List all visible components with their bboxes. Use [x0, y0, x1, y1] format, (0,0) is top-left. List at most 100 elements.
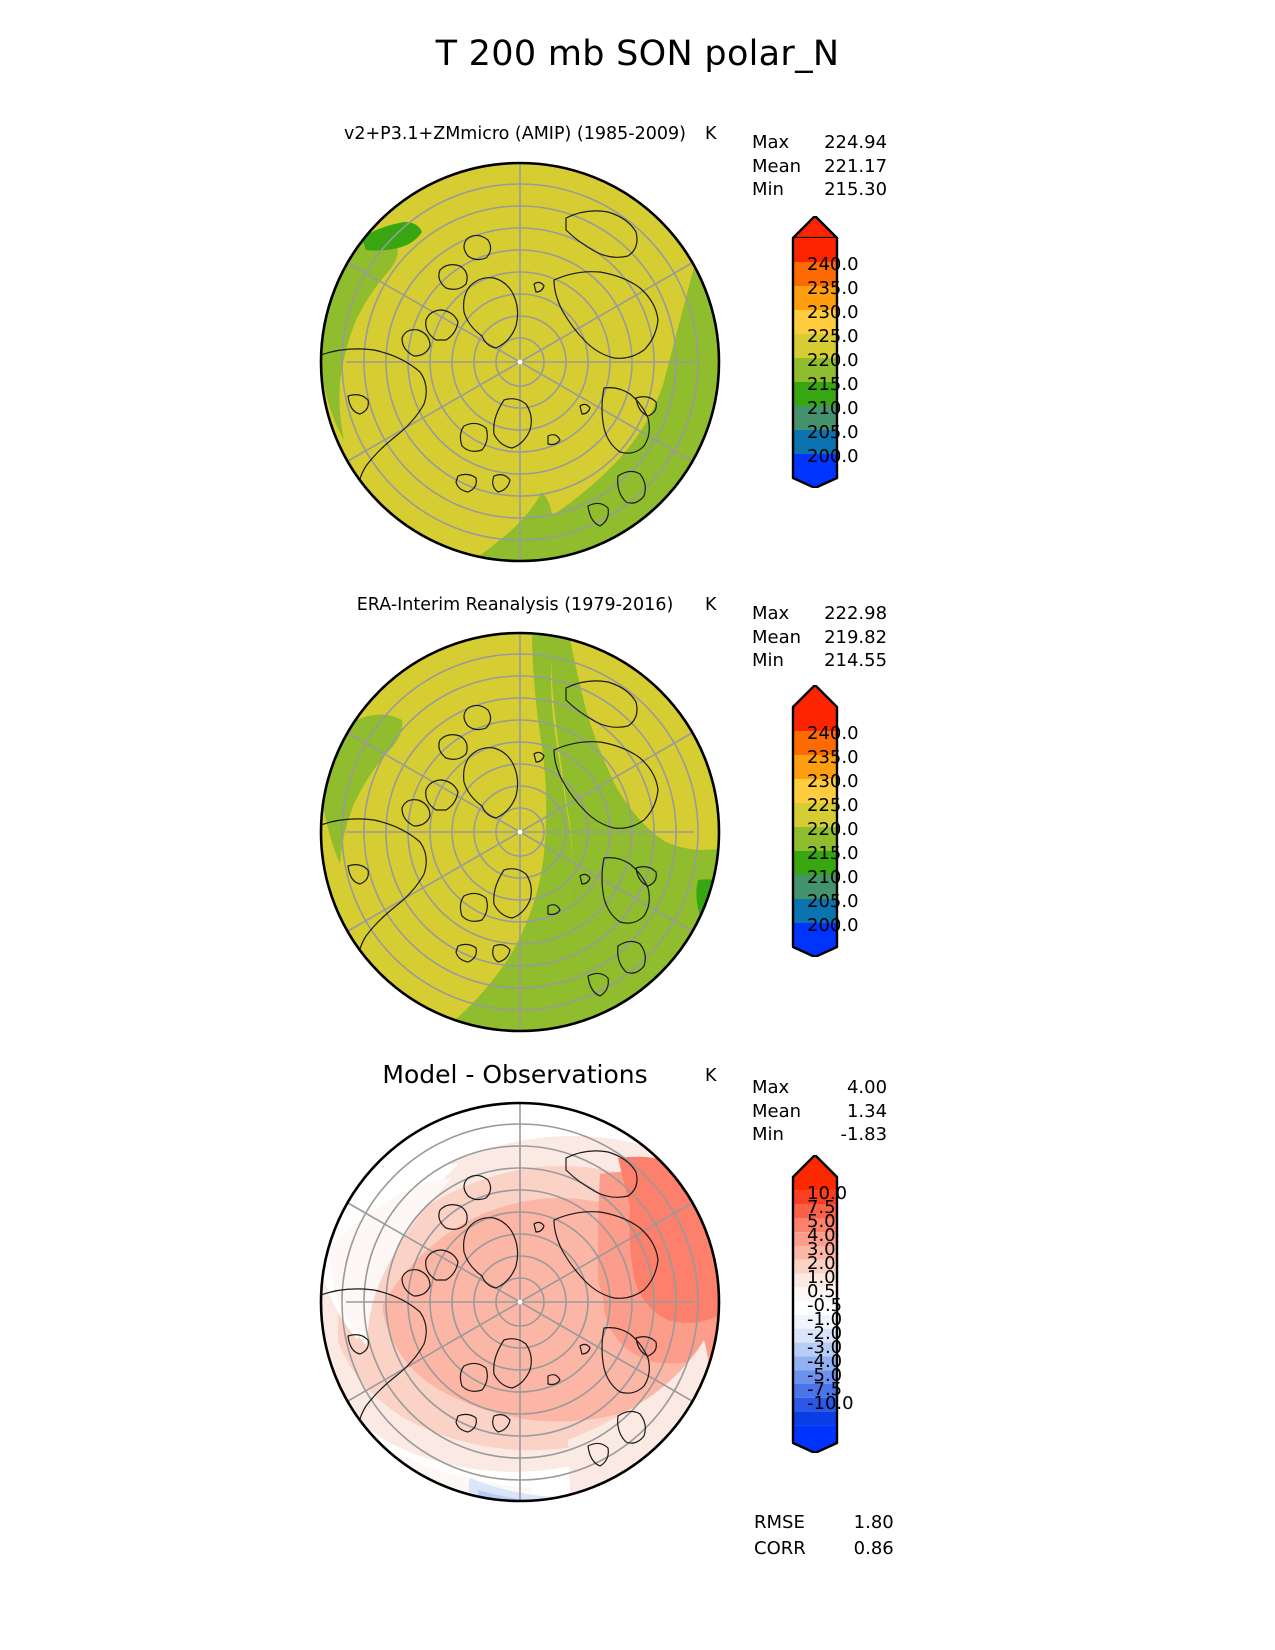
footer-stat-value: 1.80	[853, 1512, 894, 1533]
coastlines-model	[321, 210, 659, 527]
stat-label: Max	[752, 603, 790, 624]
colorbar-tick: 240.0	[807, 254, 859, 275]
stat-label: Max	[752, 1077, 790, 1098]
polar-map-svg-observations	[319, 631, 721, 1033]
colorbar-tick: 210.0	[807, 398, 859, 419]
colorbar-tick-labels-observations: 240.0 235.0 230.0 225.0 220.0 215.0 210.…	[807, 685, 917, 957]
footer-stat-value: 0.86	[853, 1537, 894, 1559]
stats-block-difference: Max 4.00 Mean 1.34 Min -1.83	[752, 1076, 887, 1147]
colorbar-tick: 235.0	[807, 747, 859, 768]
colorbar-difference[interactable]: 10.0 7.5 5.0 4.0 3.0 2.0 1.0 0.5 -0.5 -1…	[745, 1155, 854, 1453]
panel-title-model: v2+P3.1+ZMmicro (AMIP) (1985-2009)	[344, 124, 686, 144]
stats-block-observations: Max 222.98 Mean 219.82 Min 214.55	[752, 602, 887, 673]
colorbar-tick: 205.0	[807, 891, 859, 912]
footer-stat-label: CORR	[754, 1537, 806, 1559]
colorbar-tick: 205.0	[807, 422, 859, 443]
polar-map-model	[318, 160, 722, 564]
stat-value: 1.34	[846, 1100, 888, 1122]
stat-label: Max	[752, 132, 790, 153]
colorbar-tick: 7.5	[807, 1197, 836, 1218]
panel-title-observations: ERA-Interim Reanalysis (1979-2016)	[356, 595, 674, 615]
pole-marker-difference	[517, 1299, 523, 1305]
units-label-model: K	[705, 124, 717, 144]
colorbar-tick: 235.0	[807, 278, 859, 299]
colorbar-tick: 1.0	[807, 1267, 836, 1288]
colorbar-tick: 200.0	[807, 446, 859, 467]
colorbar-tick: 0.5	[807, 1281, 836, 1302]
colorbar-tick: 230.0	[807, 771, 859, 792]
units-label-difference: K	[705, 1066, 717, 1086]
footer-stat-label: RMSE	[754, 1512, 805, 1533]
colorbar-tick: -10.0	[807, 1393, 854, 1414]
colorbar-tick: 4.0	[807, 1225, 836, 1246]
colorbar-tick: 215.0	[807, 374, 859, 395]
stat-row: Max 222.98	[752, 602, 887, 626]
graticule-model	[341, 163, 699, 561]
colorbar-tick: 210.0	[807, 867, 859, 888]
footer-stat-row: CORR 0.86	[754, 1537, 894, 1561]
polar-map-difference	[318, 1100, 722, 1504]
stat-row: Mean 1.34	[752, 1100, 887, 1124]
colorbar-observations[interactable]: 240.0 235.0 230.0 225.0 220.0 215.0 210.…	[745, 685, 859, 957]
polar-map-observations	[318, 630, 722, 1034]
stat-value: 219.82	[824, 626, 888, 648]
stat-label: Min	[752, 179, 784, 200]
colorbar-tick: -7.5	[807, 1379, 843, 1400]
stats-block-model: Max 224.94 Mean 221.17 Min 215.30	[752, 131, 887, 202]
colorbar-tick: 220.0	[807, 350, 859, 371]
map-rim-difference	[319, 1101, 721, 1503]
polar-map-svg-model	[319, 161, 721, 563]
colorbar-model[interactable]: 240.0 235.0 230.0 225.0 220.0 215.0 210.…	[745, 216, 859, 488]
colorbar-tick: 220.0	[807, 819, 859, 840]
graticule-observations	[341, 633, 699, 1031]
colorbar-tick: 225.0	[807, 326, 859, 347]
panel-title-difference: Model - Observations	[382, 1060, 648, 1089]
colorbar-bands-difference	[791, 1155, 839, 1453]
stat-label: Mean	[752, 626, 802, 648]
stat-row: Min 214.55	[752, 649, 887, 673]
pole-marker-model	[517, 359, 523, 365]
colorbar-tick: -1.0	[807, 1309, 843, 1330]
colorbar-tick: 240.0	[807, 723, 859, 744]
footer-stat-row: RMSE 1.80	[754, 1511, 894, 1535]
colorbar-tick: -5.0	[807, 1365, 843, 1386]
map-rim-observations	[319, 631, 721, 1033]
stat-label: Mean	[752, 1100, 802, 1122]
colorbar-tick: 10.0	[807, 1183, 848, 1204]
colorbar-tick: 215.0	[807, 843, 859, 864]
stat-value: 4.00	[846, 1077, 888, 1098]
stat-label: Min	[752, 650, 784, 671]
colorbar-bands-model	[791, 216, 839, 488]
stat-row: Min -1.83	[752, 1123, 887, 1147]
colorbar-tick: -0.5	[807, 1295, 843, 1316]
colorbar-tick: -3.0	[807, 1337, 843, 1358]
stat-value: -1.83	[840, 1124, 888, 1145]
colorbar-tick: 225.0	[807, 795, 859, 816]
stat-row: Max 224.94	[752, 131, 887, 155]
colorbar-tick: -4.0	[807, 1351, 843, 1372]
pole-marker-observations	[517, 829, 523, 835]
stat-label: Mean	[752, 155, 802, 177]
colorbar-tick: 5.0	[807, 1211, 836, 1232]
colorbar-tick: 200.0	[807, 915, 859, 936]
stat-row: Max 4.00	[752, 1076, 887, 1100]
stat-value: 221.17	[824, 155, 888, 177]
colorbar-tick-labels-difference: 10.0 7.5 5.0 4.0 3.0 2.0 1.0 0.5 -0.5 -1…	[807, 1155, 927, 1453]
colorbar-tick-labels-model: 240.0 235.0 230.0 225.0 220.0 215.0 210.…	[807, 216, 917, 488]
colorbar-bands-observations	[791, 685, 839, 957]
stat-value: 224.94	[824, 132, 888, 153]
units-label-observations: K	[705, 595, 717, 615]
colorbar-tick: 230.0	[807, 302, 859, 323]
footer-stats-block: RMSE 1.80 CORR 0.86	[752, 1509, 896, 1562]
stat-row: Mean 219.82	[752, 626, 887, 650]
map-rim-model	[319, 161, 721, 563]
colorbar-tick: 2.0	[807, 1253, 836, 1274]
stat-row: Mean 221.17	[752, 155, 887, 179]
polar-map-svg-difference	[319, 1101, 721, 1503]
stat-row: Min 215.30	[752, 178, 887, 202]
colorbar-tick: -2.0	[807, 1323, 843, 1344]
graticule-difference	[341, 1103, 699, 1501]
colorbar-tick: 3.0	[807, 1239, 836, 1260]
stat-value: 222.98	[824, 603, 888, 624]
